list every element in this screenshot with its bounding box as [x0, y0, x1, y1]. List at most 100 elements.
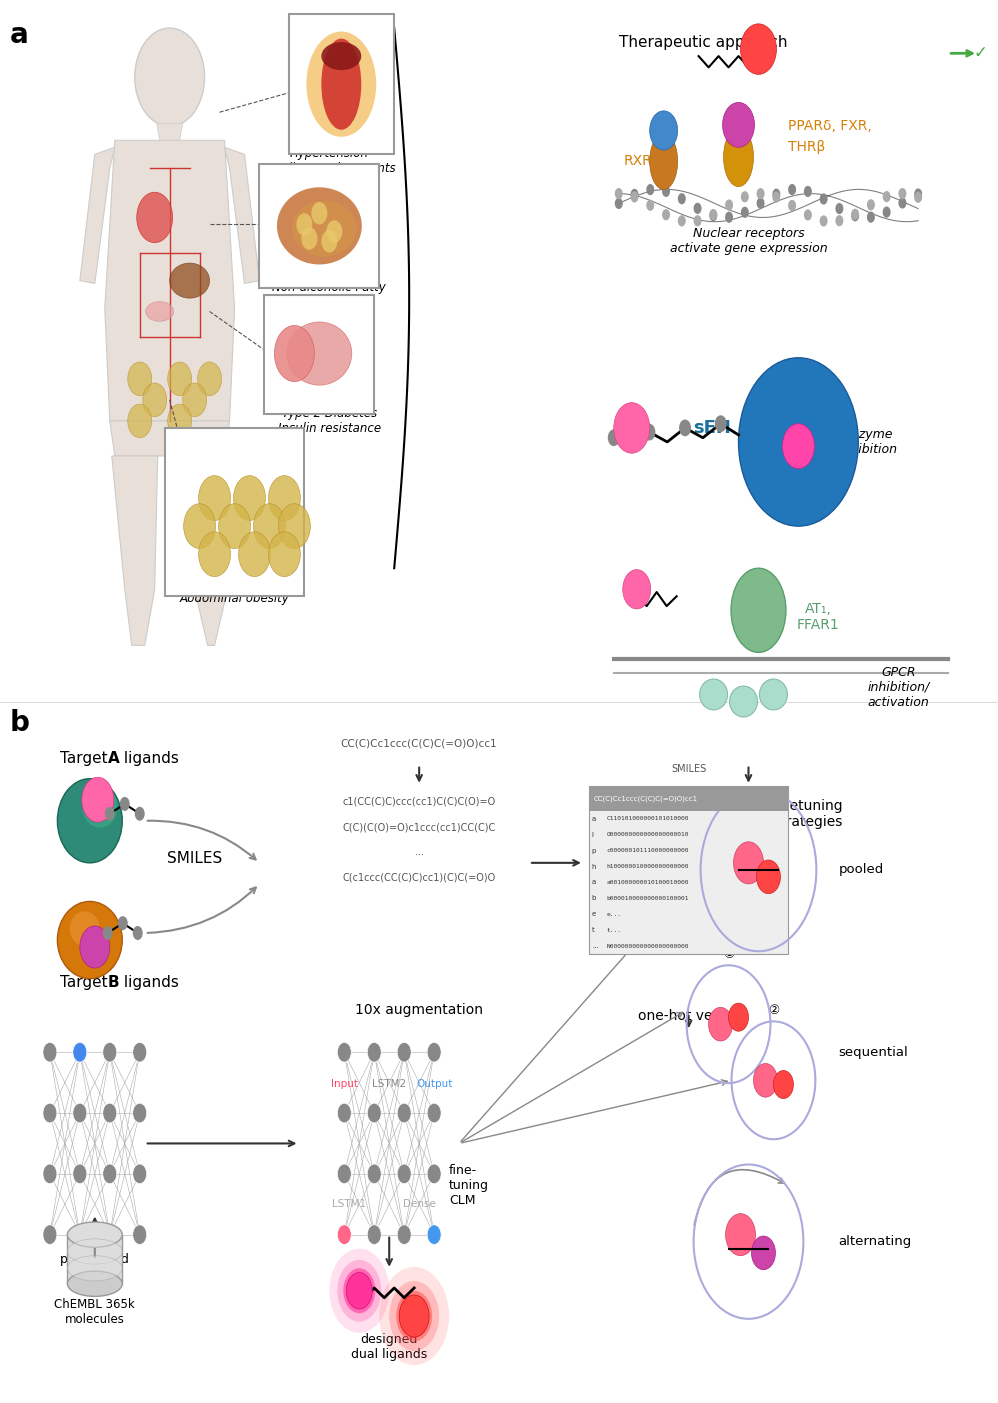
Circle shape: [741, 24, 776, 74]
Circle shape: [346, 1273, 372, 1309]
Text: LSTM2: LSTM2: [372, 1079, 406, 1089]
Circle shape: [882, 206, 890, 217]
Text: LSTM1: LSTM1: [332, 1198, 366, 1208]
Text: sEH: sEH: [694, 419, 732, 436]
FancyBboxPatch shape: [264, 295, 374, 414]
Text: pooled: pooled: [838, 863, 883, 877]
Circle shape: [133, 1103, 147, 1122]
Text: Enzyme
inhibition: Enzyme inhibition: [839, 428, 897, 456]
Circle shape: [103, 1164, 117, 1184]
Circle shape: [105, 807, 115, 821]
Text: ligands: ligands: [119, 751, 179, 766]
Text: a: a: [592, 817, 596, 822]
Text: THRβ: THRβ: [788, 140, 825, 154]
Text: ...: ...: [414, 847, 424, 857]
Ellipse shape: [724, 128, 753, 187]
Ellipse shape: [759, 679, 787, 710]
Text: t: t: [592, 927, 595, 933]
Circle shape: [337, 1260, 381, 1322]
Circle shape: [321, 230, 337, 253]
Circle shape: [726, 212, 734, 223]
Polygon shape: [110, 421, 230, 456]
Circle shape: [343, 1268, 375, 1313]
Ellipse shape: [57, 779, 122, 863]
Ellipse shape: [306, 32, 376, 136]
Circle shape: [396, 1291, 432, 1341]
Circle shape: [103, 1103, 117, 1122]
FancyBboxPatch shape: [165, 428, 304, 596]
Circle shape: [199, 532, 231, 577]
Text: γ: γ: [770, 689, 776, 700]
Circle shape: [43, 1042, 57, 1062]
Circle shape: [133, 1225, 147, 1244]
Ellipse shape: [321, 42, 361, 70]
Circle shape: [326, 220, 342, 243]
Circle shape: [183, 383, 207, 417]
Circle shape: [120, 797, 130, 811]
Ellipse shape: [276, 187, 361, 264]
Circle shape: [729, 1003, 748, 1031]
Circle shape: [608, 429, 620, 446]
Circle shape: [739, 358, 858, 526]
Circle shape: [803, 209, 811, 220]
Circle shape: [43, 1103, 57, 1122]
Circle shape: [367, 1164, 381, 1184]
Circle shape: [615, 198, 623, 209]
Circle shape: [73, 1225, 87, 1244]
Text: pre-trained
CLM: pre-trained CLM: [60, 1253, 130, 1281]
Text: b: b: [10, 709, 30, 737]
Text: AT₁,
FFAR1: AT₁, FFAR1: [797, 602, 839, 633]
Text: c1(CC(C)C)ccc(cc1)C(C)C(O)=O: c1(CC(C)C)ccc(cc1)C(C)C(O)=O: [342, 797, 496, 807]
Circle shape: [614, 403, 650, 453]
Circle shape: [851, 210, 859, 222]
Circle shape: [135, 807, 145, 821]
Circle shape: [710, 209, 718, 220]
Circle shape: [756, 860, 780, 894]
Circle shape: [397, 1042, 411, 1062]
Ellipse shape: [731, 568, 786, 652]
Circle shape: [631, 191, 639, 202]
Circle shape: [367, 1103, 381, 1122]
Circle shape: [678, 194, 686, 205]
Text: e: e: [592, 912, 596, 918]
Circle shape: [133, 1164, 147, 1184]
Circle shape: [650, 111, 678, 150]
Ellipse shape: [68, 1222, 122, 1247]
Circle shape: [253, 504, 285, 549]
Circle shape: [73, 1103, 87, 1122]
Circle shape: [679, 419, 691, 436]
Text: ChEMBL 365k
molecules: ChEMBL 365k molecules: [55, 1298, 135, 1326]
Bar: [68, 1235, 122, 1284]
Ellipse shape: [68, 1239, 122, 1264]
Circle shape: [43, 1164, 57, 1184]
Circle shape: [143, 383, 167, 417]
Circle shape: [128, 404, 152, 438]
Circle shape: [882, 191, 890, 202]
Circle shape: [726, 199, 734, 210]
Text: CC(C)Cc1ccc(C(C)C(=O)O)cc1: CC(C)Cc1ccc(C(C)C(=O)O)cc1: [341, 738, 497, 749]
Text: C(c1ccc(CC(C)C)cc1)(C)C(=O)O: C(c1ccc(CC(C)C)cc1)(C)C(=O)O: [342, 873, 496, 882]
Circle shape: [709, 1007, 733, 1041]
Text: ①: ①: [723, 947, 735, 961]
Text: e...: e...: [607, 912, 622, 916]
Circle shape: [741, 191, 748, 202]
Circle shape: [647, 184, 655, 195]
Circle shape: [337, 1042, 351, 1062]
Ellipse shape: [730, 686, 757, 717]
Circle shape: [168, 404, 192, 438]
Circle shape: [268, 532, 300, 577]
Circle shape: [219, 504, 250, 549]
Circle shape: [427, 1103, 441, 1122]
Text: α: α: [711, 689, 717, 700]
Circle shape: [73, 1164, 87, 1184]
Circle shape: [399, 1295, 429, 1337]
Text: A: A: [108, 751, 120, 766]
Text: CC(C)Cc1ccc(C(C)C(=O)O)cc1: CC(C)Cc1ccc(C(C)C(=O)O)cc1: [594, 796, 698, 801]
Text: Non-alcoholic Fatty
Liver Disease: Non-alcoholic Fatty Liver Disease: [272, 281, 386, 309]
Circle shape: [397, 1103, 411, 1122]
Text: Input: Input: [330, 1079, 358, 1089]
Circle shape: [427, 1042, 441, 1062]
Polygon shape: [112, 456, 158, 645]
Circle shape: [753, 1063, 777, 1097]
Circle shape: [741, 206, 748, 217]
